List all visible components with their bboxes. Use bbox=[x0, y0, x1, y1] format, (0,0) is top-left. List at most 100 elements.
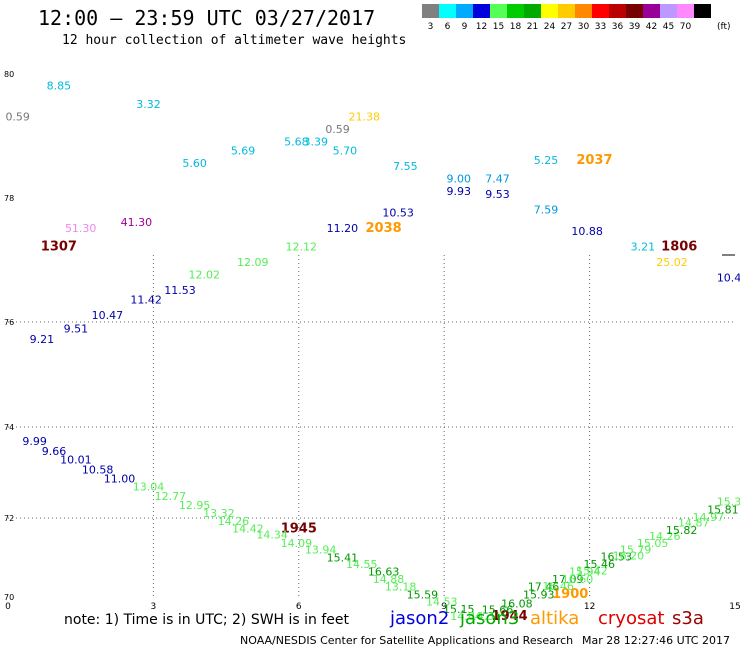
wave-height-label: 14.84 bbox=[450, 610, 482, 623]
wave-height-label: 5.68 bbox=[284, 135, 309, 148]
color-scale-swatch bbox=[643, 4, 660, 18]
wave-height-label: 21.38 bbox=[348, 111, 380, 124]
x-tick-label: 0 bbox=[5, 602, 11, 612]
wave-height-label: 15.79 bbox=[620, 544, 652, 557]
wave-height-label: 25.02 bbox=[656, 256, 688, 269]
color-scale-swatch bbox=[473, 4, 490, 18]
wave-height-label: 11.53 bbox=[164, 284, 196, 297]
wave-height-label: 10.88 bbox=[571, 225, 603, 238]
x-tick-label: 12 bbox=[584, 602, 595, 612]
wave-height-label: 9.53 bbox=[485, 188, 510, 201]
wave-height-label: 10.01 bbox=[60, 453, 92, 466]
wave-height-label: 16.08 bbox=[501, 597, 533, 610]
color-scale-label: 3 bbox=[427, 22, 434, 32]
grid-lines bbox=[8, 255, 735, 597]
wave-height-label: 15.42 bbox=[576, 564, 608, 577]
wave-height-label: 9.21 bbox=[30, 333, 55, 346]
wave-height-label: 13.04 bbox=[133, 481, 165, 494]
color-scale-unit: (ft) bbox=[717, 22, 731, 32]
wave-height-label: 15.46 bbox=[584, 558, 616, 571]
wave-height-label: 15.81 bbox=[707, 503, 739, 516]
color-scale-label: 9 bbox=[461, 22, 468, 32]
color-scale-swatch bbox=[490, 4, 507, 18]
y-tick-label: 74 bbox=[4, 423, 14, 432]
wave-height-label: 3.39 bbox=[304, 135, 329, 148]
wave-height-label: 15.93 bbox=[523, 589, 555, 602]
wave-height-label: 14.26 bbox=[218, 515, 250, 528]
wave-height-label: 14.26 bbox=[649, 530, 681, 543]
time-stamp-label: 2037 bbox=[576, 153, 612, 168]
y-tick-label: 80 bbox=[4, 70, 14, 79]
generated-timestamp: Mar 28 12:27:46 UTC 2017 bbox=[582, 634, 730, 647]
wave-height-label: 12.77 bbox=[155, 490, 187, 503]
wave-height-label: 14.53 bbox=[426, 595, 458, 608]
color-scale-swatch bbox=[524, 4, 541, 18]
wave-height-label: 12.02 bbox=[189, 269, 221, 282]
wave-height-label: 15.94 bbox=[569, 565, 601, 578]
color-scale-label: 15 bbox=[492, 22, 505, 32]
footer-note: note: 1) Time is in UTC; 2) SWH is in fe… bbox=[64, 612, 350, 628]
wave-height-label: 15.82 bbox=[666, 524, 698, 537]
color-scale-label: 39 bbox=[628, 22, 641, 32]
wave-height-label: 5.25 bbox=[534, 154, 559, 167]
wave-height-label: 14.87 bbox=[678, 517, 710, 530]
wave-height-label: 15.41 bbox=[327, 551, 359, 564]
wave-height-label: 13.18 bbox=[385, 581, 417, 594]
color-scale-swatch bbox=[558, 4, 575, 18]
y-tick-label: 78 bbox=[4, 194, 14, 203]
wave-height-label: 16.46 bbox=[542, 580, 574, 593]
color-scale-swatch bbox=[592, 4, 609, 18]
wave-height-label: 16.20 bbox=[613, 549, 645, 562]
x-tick-label: 6 bbox=[296, 602, 302, 612]
wave-height-label: 15.05 bbox=[637, 537, 669, 550]
color-scale-label: 21 bbox=[526, 22, 539, 32]
wave-height-label: 3.32 bbox=[136, 98, 161, 111]
wave-height-label: 5.69 bbox=[231, 145, 256, 158]
credit-text: NOAA/NESDIS Center for Satellite Applica… bbox=[240, 634, 574, 647]
color-scale-swatch bbox=[422, 4, 439, 18]
x-tick-label: 3 bbox=[151, 602, 157, 612]
color-scale-label: 33 bbox=[594, 22, 607, 32]
x-tick-label: 15 bbox=[729, 602, 740, 612]
wave-height-label: 9.51 bbox=[64, 323, 89, 336]
wave-height-label: 9.93 bbox=[446, 185, 471, 198]
color-scale-label: 70 bbox=[679, 22, 692, 32]
wave-height-label: 11.00 bbox=[104, 473, 136, 486]
wave-height-label: 14.97 bbox=[693, 511, 725, 524]
y-tick-label: 72 bbox=[4, 514, 14, 523]
color-scale-label: 27 bbox=[560, 22, 573, 32]
time-stamp-label: 1307 bbox=[41, 240, 77, 255]
wave-height-label: 14.42 bbox=[232, 523, 264, 536]
axis-ticks: 70 72 74 76 78 80 0 3 6 9 12 15 bbox=[4, 70, 740, 612]
wave-height-label: 9.66 bbox=[42, 445, 67, 458]
color-scale-swatch bbox=[694, 4, 711, 18]
wave-height-label: 14.31 bbox=[470, 610, 502, 623]
wave-height-label: 14.88 bbox=[373, 573, 405, 586]
color-scale-swatch bbox=[507, 4, 524, 18]
color-scale-label: 30 bbox=[577, 22, 590, 32]
wave-height-label: 17.46 bbox=[528, 581, 560, 594]
wave-height-label: 0.59 bbox=[5, 111, 30, 124]
wave-height-label: 14.09 bbox=[281, 537, 313, 550]
color-scale-label: 45 bbox=[662, 22, 675, 32]
color-scale-label: 12 bbox=[475, 22, 488, 32]
wave-height-label: 9.00 bbox=[446, 173, 471, 186]
page-title: 12:00 – 23:59 UTC 03/27/2017 bbox=[38, 6, 376, 30]
time-stamp-label: 1900 bbox=[552, 587, 588, 602]
wave-height-label: 9.99 bbox=[22, 435, 47, 448]
color-scale-label: 24 bbox=[543, 22, 556, 32]
wave-height-label: 12.12 bbox=[285, 241, 317, 254]
data-labels: 0.598.853.3251.30130741.305.605.695.683.… bbox=[5, 80, 740, 624]
color-scale-label: 6 bbox=[444, 22, 451, 32]
legend-item-jason2: jason2 bbox=[390, 608, 450, 629]
time-stamp-label: 1806 bbox=[661, 240, 697, 255]
wave-height-label: 16.60 bbox=[562, 573, 594, 586]
color-scale-swatch bbox=[677, 4, 694, 18]
time-stamp-label: 1944 bbox=[492, 609, 528, 624]
y-tick-label: 70 bbox=[4, 593, 14, 602]
wave-height-label: 5.70 bbox=[333, 145, 358, 158]
wave-height-label: 10.58 bbox=[82, 463, 114, 476]
wave-height-label: 5.60 bbox=[182, 157, 207, 170]
color-scale-swatch bbox=[660, 4, 677, 18]
